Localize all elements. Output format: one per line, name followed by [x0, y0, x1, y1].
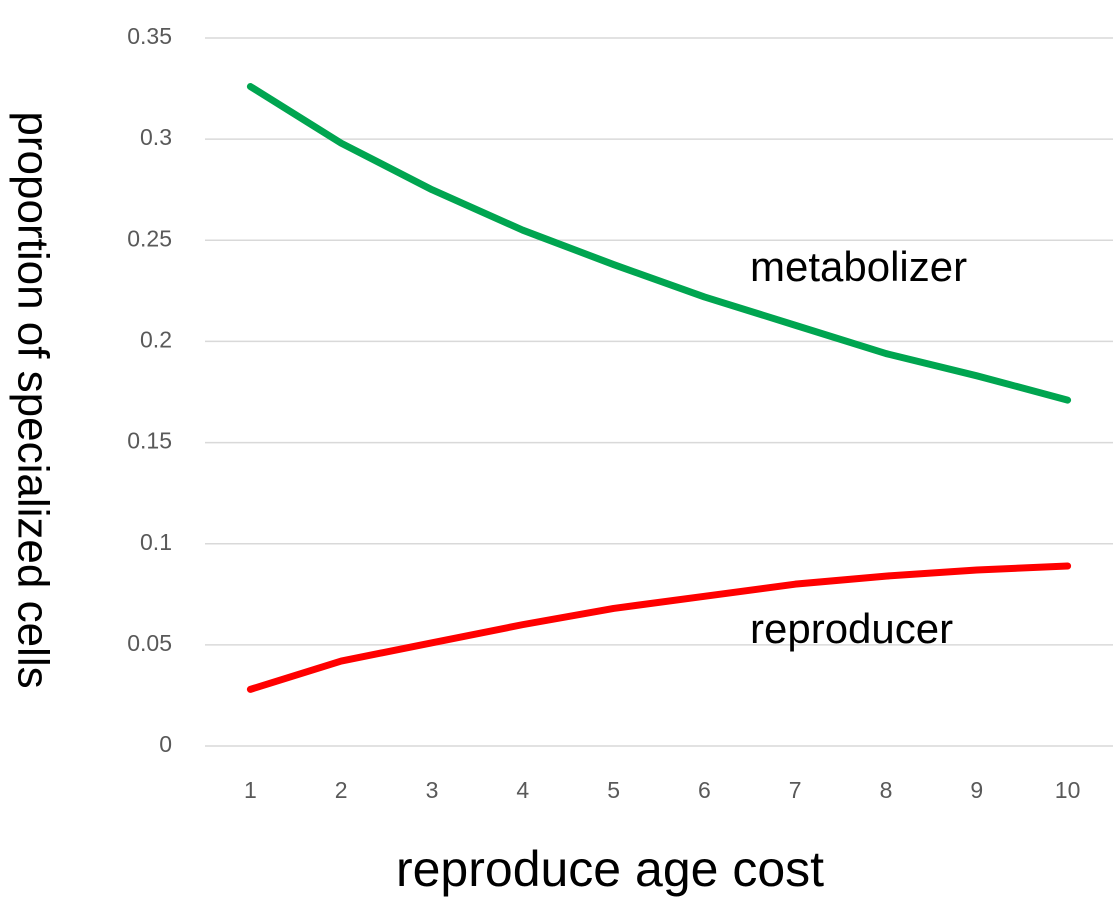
x-tick-label: 3 [426, 777, 439, 803]
y-tick-label: 0.3 [140, 124, 172, 150]
x-tick-label: 2 [335, 777, 348, 803]
x-tick-label: 9 [970, 777, 983, 803]
y-tick-label: 0.05 [127, 630, 172, 656]
y-tick-label: 0.2 [140, 327, 172, 353]
y-tick-label: 0 [159, 731, 172, 757]
data-line [246, 562, 1072, 693]
y-tick-label: 0.25 [127, 225, 172, 251]
x-tick-label: 6 [698, 777, 711, 803]
series-label: metabolizer [750, 243, 967, 290]
x-tick-label: 8 [880, 777, 893, 803]
x-tick-label: 1 [244, 777, 257, 803]
y-tick-label: 0.1 [140, 529, 172, 555]
x-tick-label: 10 [1055, 777, 1081, 803]
y-axis-label: proportion of specialized cells [8, 111, 57, 688]
x-tick-label: 4 [516, 777, 529, 803]
series-label: reproducer [750, 605, 953, 652]
x-tick-label: 5 [607, 777, 620, 803]
x-axis-label: reproduce age cost [396, 841, 824, 897]
data-line [246, 83, 1072, 404]
x-tick-label: 7 [789, 777, 802, 803]
y-tick-label: 0.35 [127, 23, 172, 49]
y-tick-label: 0.15 [127, 428, 172, 454]
